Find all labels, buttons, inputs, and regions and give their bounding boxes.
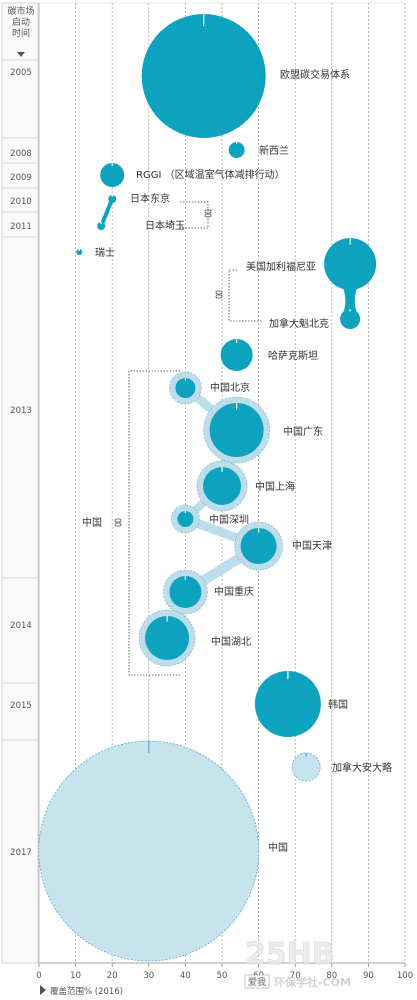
label-韩国: 韩国 bbox=[328, 698, 348, 711]
bubble-新西兰 bbox=[228, 142, 245, 158]
bubble-瑞士 bbox=[76, 249, 83, 255]
label-瑞士: 瑞士 bbox=[95, 246, 115, 259]
tick-label-40: 40 bbox=[180, 971, 191, 981]
bubble-欧盟碳交易体系 bbox=[141, 14, 266, 138]
label-中国天津: 中国天津 bbox=[292, 539, 332, 552]
label-日本东京: 日本东京 bbox=[130, 192, 170, 205]
tick-label-100: 100 bbox=[397, 971, 413, 981]
bracket-china-pilots bbox=[128, 370, 180, 676]
year-column-box bbox=[1, 2, 39, 964]
year-label-2008: 2008 bbox=[10, 149, 32, 159]
label-加拿大魁北克: 加拿大魁北克 bbox=[269, 317, 329, 330]
link-japan bbox=[99, 197, 115, 228]
watermark-logo: 25HB bbox=[245, 937, 335, 972]
year-header-line2: 启动 bbox=[12, 16, 30, 28]
year-label-2015: 2015 bbox=[10, 701, 32, 711]
year-label-2014: 2014 bbox=[10, 621, 32, 631]
label-美国加利福尼亚: 美国加利福尼亚 bbox=[246, 260, 316, 273]
year-header-arrow bbox=[17, 52, 25, 57]
tick-label-0: 0 bbox=[36, 971, 41, 981]
tick-label-90: 90 bbox=[363, 971, 374, 981]
bubble-中国北京 bbox=[175, 378, 196, 398]
bubble-哈萨克斯坦 bbox=[220, 339, 253, 371]
group-brackets: 中国 bbox=[82, 201, 262, 676]
label-新西兰: 新西兰 bbox=[259, 144, 289, 157]
bubble-中国上海 bbox=[203, 467, 241, 505]
bubble-中国天津 bbox=[240, 528, 277, 564]
label-中国: 中国 bbox=[268, 841, 288, 854]
bubble-加拿大安大略 bbox=[291, 752, 321, 782]
link-california-quebec bbox=[342, 284, 359, 313]
bubble-加拿大魁北克 bbox=[340, 309, 361, 329]
year-label-2011: 2011 bbox=[10, 222, 32, 232]
tick-label-50: 50 bbox=[217, 971, 228, 981]
bubble-中国湖北 bbox=[145, 616, 190, 660]
bubble-中国重庆 bbox=[169, 576, 202, 608]
year-label-2017: 2017 bbox=[10, 848, 32, 858]
watermark: 25HB 爱我 环保学社-COM bbox=[244, 937, 351, 989]
bracket-california-quebec bbox=[228, 269, 262, 322]
tick-label-80: 80 bbox=[326, 971, 337, 981]
watermark-badge: 爱我 bbox=[248, 976, 266, 988]
label-中国重庆: 中国重庆 bbox=[214, 585, 254, 598]
x-label-arrow bbox=[40, 985, 46, 995]
year-header-line1: 碳市场 bbox=[7, 5, 34, 17]
label-加拿大安大略: 加拿大安大略 bbox=[332, 761, 392, 774]
tick-label-10: 10 bbox=[70, 971, 81, 981]
year-label-2010: 2010 bbox=[10, 197, 32, 207]
label-中国湖北: 中国湖北 bbox=[211, 635, 251, 648]
tick-label-20: 20 bbox=[107, 971, 118, 981]
year-label-2013: 2013 bbox=[10, 406, 32, 416]
group-label-china: 中国 bbox=[82, 516, 102, 529]
x-axis-label: 覆盖范围% (2016) bbox=[50, 986, 123, 997]
watermark-text: 环保学社-COM bbox=[274, 975, 351, 989]
year-label-2009: 2009 bbox=[10, 173, 32, 183]
year-header-line3: 时间 bbox=[12, 27, 30, 39]
label-哈萨克斯坦: 哈萨克斯坦 bbox=[268, 349, 318, 362]
label-中国上海: 中国上海 bbox=[255, 480, 295, 493]
bubble-韩国 bbox=[254, 671, 321, 737]
tick-label-70: 70 bbox=[290, 971, 301, 981]
label-日本埼玉: 日本埼玉 bbox=[145, 219, 185, 232]
bubble-日本埼玉 bbox=[97, 222, 106, 230]
link-icon-japan bbox=[204, 209, 212, 218]
label-中国深圳: 中国深圳 bbox=[209, 513, 249, 526]
bubble-美国加利福尼亚 bbox=[324, 238, 377, 290]
label-中国北京: 中国北京 bbox=[210, 381, 250, 394]
link-icon-china bbox=[114, 518, 122, 527]
bubble-中国 bbox=[38, 740, 260, 962]
x-axis-ticks: 0102030405060708090100 bbox=[36, 2, 413, 981]
year-axis: 2005 2008 2009 2010 2011 2013 2014 2015 2017 bbox=[1, 2, 39, 964]
tick-label-30: 30 bbox=[143, 971, 154, 981]
year-label-2005: 2005 bbox=[10, 68, 32, 78]
bubble-中国深圳 bbox=[177, 511, 194, 527]
bubbles bbox=[38, 14, 377, 962]
link-icon-california-quebec bbox=[215, 290, 223, 299]
label-欧盟碳交易体系: 欧盟碳交易体系 bbox=[280, 68, 350, 81]
bubble-中国广东 bbox=[209, 403, 264, 457]
bubble-日本东京 bbox=[108, 195, 117, 203]
watermark-badge-box bbox=[244, 974, 270, 989]
bubble-RGGI （区域温室气体减排行动） bbox=[100, 163, 125, 187]
label-中国广东: 中国广东 bbox=[283, 425, 323, 438]
label-RGGI （区域温室气体减排行动）: RGGI （区域温室气体减排行动） bbox=[136, 168, 285, 181]
